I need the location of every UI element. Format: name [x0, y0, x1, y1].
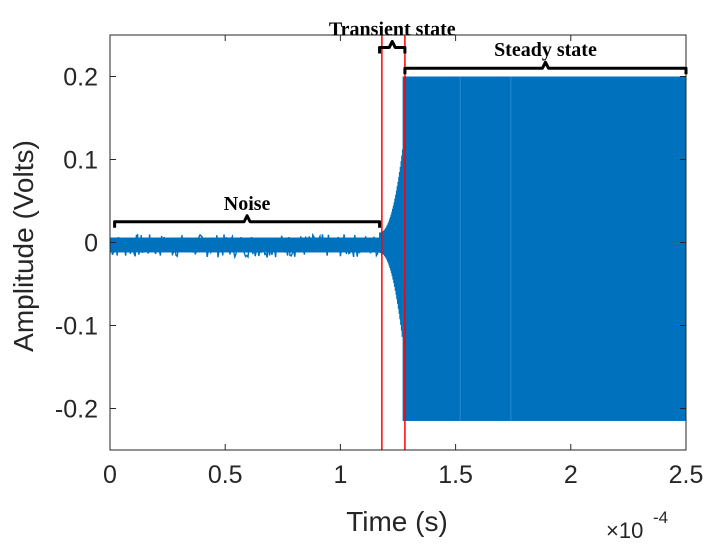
axes: 0 0.5 1 1.5 2 2.5 0.2 0.1 0 -0.1 -0.2	[55, 34, 704, 489]
y-axis-label: Amplitude (Volts)	[8, 140, 39, 352]
brace	[113, 214, 382, 228]
y-tick-label: -0.1	[55, 313, 98, 341]
steady-signal	[402, 76, 686, 421]
noise-band	[110, 237, 380, 253]
annotations: Noise Transient state Steady state	[113, 18, 688, 228]
x-multiplier-base: ×10	[606, 518, 643, 543]
signal-series	[109, 76, 686, 421]
x-tick-label: 0	[103, 461, 117, 489]
annotation-label: Steady state	[494, 39, 597, 61]
x-axis-label: Time (s)	[346, 506, 448, 537]
x-tick-label: 0.5	[208, 461, 243, 489]
annotation-transient-state: Transient state	[329, 18, 456, 54]
brace	[403, 60, 688, 75]
y-tick-label: 0.2	[63, 64, 98, 92]
x-tick-label: 1.5	[438, 461, 473, 489]
y-tick-label: 0	[84, 230, 98, 258]
annotation-label: Noise	[224, 193, 271, 215]
x-axis-multiplier: ×10 -4	[606, 508, 668, 543]
annotation-noise: Noise	[113, 193, 382, 228]
x-tick-label: 2	[564, 461, 578, 489]
brace	[378, 39, 407, 54]
x-tick-label: 2.5	[669, 461, 704, 489]
y-tick-label: 0.1	[63, 147, 98, 175]
vertical-markers	[381, 35, 406, 450]
x-multiplier-exponent: -4	[653, 508, 668, 527]
transient-signal	[379, 149, 404, 337]
y-tick-label: -0.2	[55, 396, 98, 424]
annotation-label: Transient state	[329, 18, 456, 40]
annotation-steady-state: Steady state	[403, 39, 688, 75]
x-tick-label: 1	[333, 461, 347, 489]
